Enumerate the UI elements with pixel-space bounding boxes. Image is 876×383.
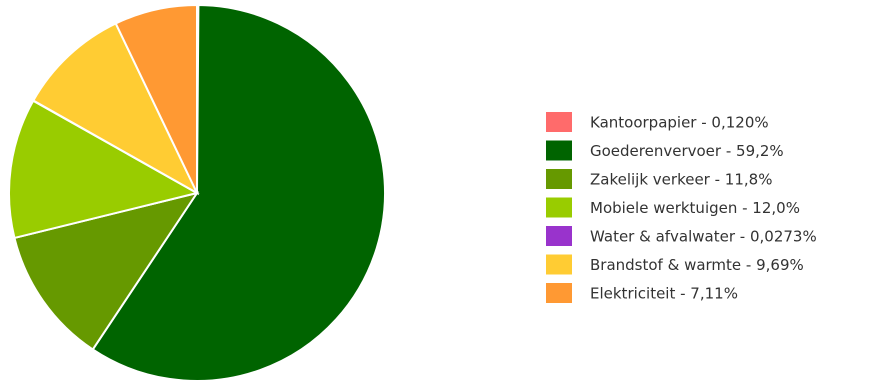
pie-slice	[114, 3, 198, 194]
legend-label: Zakelijk verkeer - 11,8%	[590, 171, 772, 189]
legend-label: Goederenvervoer - 59,2%	[590, 142, 784, 160]
pie-slice	[31, 22, 200, 196]
pie-slice	[8, 99, 200, 240]
legend-swatch	[546, 112, 572, 132]
legend-label: Water & afvalwater - 0,0273%	[590, 228, 817, 246]
legend-swatch	[546, 254, 572, 275]
legend-swatch	[546, 226, 572, 246]
legend-swatch	[546, 169, 572, 189]
legend-swatch	[546, 283, 572, 303]
legend-label: Brandstof & warmte - 9,69%	[590, 256, 804, 274]
pie-slice	[91, 3, 386, 382]
legend-swatch	[546, 140, 572, 161]
legend-label: Mobiele werktuigen - 12,0%	[590, 199, 800, 217]
legend-label: Kantoorpapier - 0,120%	[590, 114, 769, 132]
pie-slice	[13, 191, 200, 351]
legend-label: Elektriciteit - 7,11%	[590, 285, 738, 303]
legend-swatch	[546, 197, 572, 218]
